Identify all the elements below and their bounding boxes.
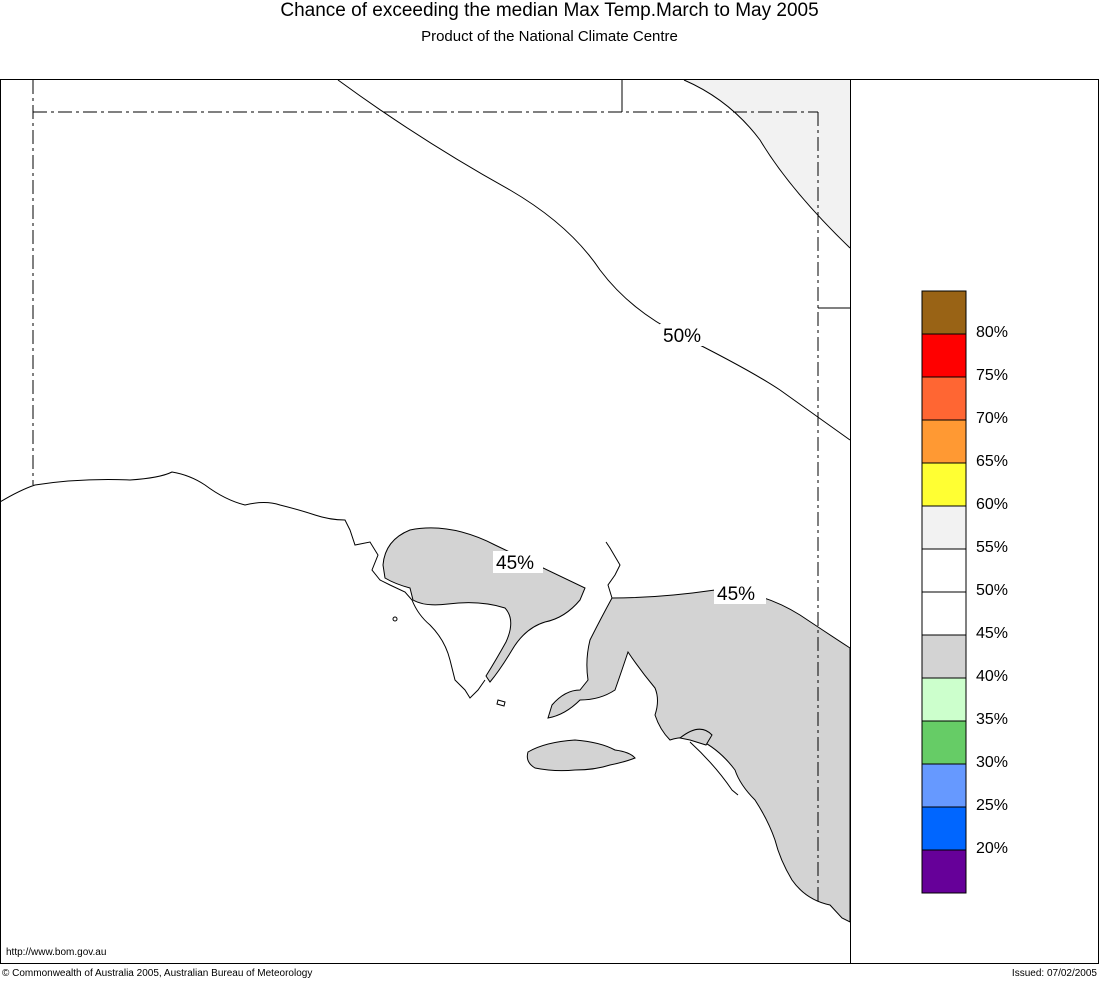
- legend-swatch: [921, 333, 967, 378]
- coorong-coast: [689, 741, 739, 796]
- legend-swatch: [921, 548, 967, 593]
- legend-label: 25%: [976, 797, 1009, 814]
- legend-swatch: [921, 505, 967, 550]
- legend-swatch: [921, 419, 967, 464]
- legend-swatch: [921, 290, 967, 335]
- contour-label-45-west: 45%: [496, 553, 534, 574]
- legend-swatch: [921, 849, 967, 894]
- coastline-west: [0, 471, 486, 699]
- contour-50: [337, 79, 851, 441]
- url-text: http://www.bom.gov.au: [6, 947, 107, 958]
- legend-label: 40%: [976, 668, 1009, 685]
- legend-swatch: [921, 806, 967, 851]
- contour-label-bg-45a: [493, 551, 543, 573]
- issued-date: Issued: 07/02/2005: [1011, 968, 1097, 979]
- coastline-gulf: [605, 541, 621, 599]
- legend-swatch: [921, 677, 967, 722]
- legend-swatch: [921, 591, 967, 636]
- coast-inlet: [678, 728, 713, 746]
- legend-label: 30%: [976, 754, 1009, 771]
- legend-label: 45%: [976, 625, 1009, 642]
- copyright-text: © Commonwealth of Australia 2005, Austra…: [2, 968, 313, 979]
- legend-swatch: [921, 462, 967, 507]
- legend-label: 65%: [976, 453, 1009, 470]
- contour-55: [683, 79, 851, 249]
- map-title: Chance of exceeding the median Max Temp.…: [280, 0, 819, 21]
- legend-label: 60%: [976, 496, 1009, 513]
- legend-label: 80%: [976, 324, 1009, 341]
- contour-label-50: 50%: [663, 326, 701, 347]
- legend-label: 50%: [976, 582, 1009, 599]
- contour-label-bg-45b: [714, 582, 766, 604]
- legend-swatch: [921, 720, 967, 765]
- region-40-45-east: [547, 589, 851, 923]
- legend-label: 55%: [976, 539, 1009, 556]
- legend-panel: [850, 79, 1099, 964]
- legend-swatch: [921, 376, 967, 421]
- legend-label: 20%: [976, 840, 1009, 857]
- legend-label: 70%: [976, 410, 1009, 427]
- legend-color-bar: [921, 290, 967, 894]
- kangaroo-island: [526, 739, 636, 772]
- small-island-2: [496, 699, 506, 707]
- small-island: [392, 616, 398, 622]
- legend-swatch: [921, 634, 967, 679]
- map-subtitle: Product of the National Climate Centre: [421, 28, 678, 45]
- legend-label: 75%: [976, 367, 1009, 384]
- contour-label-bg-50: [660, 324, 708, 346]
- map-frame: [0, 79, 851, 964]
- region-50-55: [684, 80, 850, 248]
- legend-swatch: [921, 763, 967, 808]
- legend-label: 35%: [976, 711, 1009, 728]
- contour-label-45-east: 45%: [717, 584, 755, 605]
